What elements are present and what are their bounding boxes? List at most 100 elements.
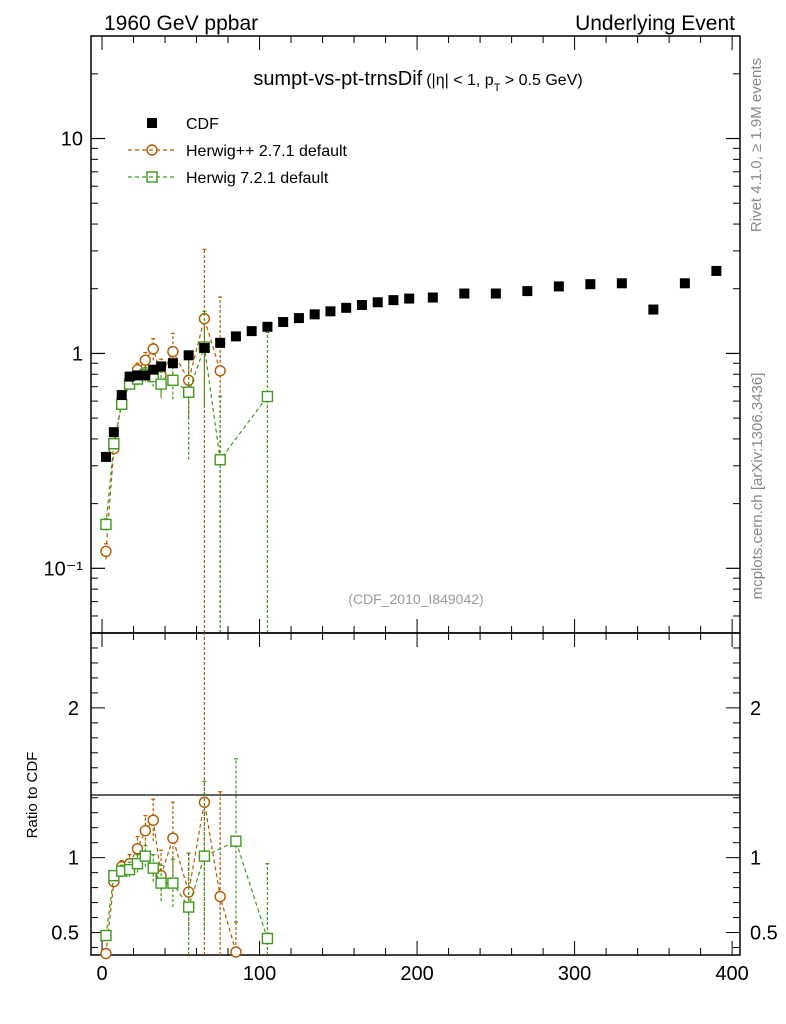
data-point [156, 361, 167, 372]
series-line [105, 316, 221, 552]
data-point [214, 890, 226, 903]
data-point [198, 796, 211, 808]
data-point [183, 350, 194, 361]
data-point [108, 427, 119, 438]
data-point [215, 337, 226, 348]
data-point [585, 279, 596, 290]
y-tick-label: 10 [61, 129, 83, 151]
rivet-version-label: Rivet 4.1.0, ≥ 1.9M events [748, 58, 765, 232]
ratio-plot-marks [100, 633, 274, 960]
header-left: 1960 GeV ppbar [104, 12, 258, 35]
ratio-ylabel: Ratio to CDF [24, 752, 41, 839]
data-point [167, 374, 179, 386]
data-point [116, 390, 127, 401]
data-point [167, 832, 179, 844]
data-point [182, 374, 195, 386]
data-point [100, 545, 112, 557]
data-point [325, 306, 336, 317]
data-point [100, 451, 111, 462]
data-point [148, 364, 159, 375]
legend: CDF Herwig++ 2.7.1 default Herwig 7.2.1 … [128, 116, 348, 187]
ratio-plot-frame [90, 632, 741, 956]
x-tick-label: 200 [400, 963, 433, 985]
legend-herwigpp-marker [146, 144, 158, 156]
data-point [155, 877, 167, 889]
data-point [199, 342, 210, 353]
legend-herwig7-label: Herwig 7.2.1 default [186, 170, 329, 187]
data-point [147, 814, 159, 826]
main-axis-ticks: 10⁻¹ 1 10 [44, 35, 740, 634]
plot-title-sub-1: (|η| < 1, p [426, 72, 494, 89]
data-point [261, 932, 274, 945]
data-point [155, 378, 167, 390]
data-point [132, 370, 143, 381]
data-point [139, 824, 152, 837]
data-point [278, 317, 289, 328]
legend-herwigpp-label: Herwig++ 2.7.1 default [186, 143, 348, 160]
plot-title-sub-t: T [494, 82, 501, 94]
plot-title-sub-2: > 0.5 GeV) [500, 72, 582, 89]
legend-cdf-label: CDF [186, 116, 219, 133]
data-point [131, 857, 144, 870]
data-point [167, 877, 179, 889]
data-point [246, 326, 257, 337]
data-point [139, 850, 152, 862]
data-point [679, 278, 690, 289]
ratio-y-tick-label-right: 2 [750, 698, 761, 720]
data-point [147, 862, 159, 874]
header-right: Underlying Event [575, 12, 735, 35]
data-point [182, 901, 195, 913]
data-point [230, 835, 242, 847]
y-tick-label: 1 [72, 343, 83, 365]
data-point [293, 313, 304, 324]
ratio-y-tick-label-right: 0.5 [750, 923, 778, 945]
data-point [459, 288, 470, 299]
data-point [100, 518, 112, 531]
x-tick-label: 400 [715, 963, 748, 985]
plot-title: sumpt-vs-pt-trnsDif (|η| < 1, pT > 0.5 Ge… [253, 68, 582, 94]
data-point [648, 304, 659, 315]
data-point [404, 293, 415, 304]
data-point [553, 281, 564, 292]
data-point [214, 365, 226, 377]
ratio-y-tick-label: 2 [68, 698, 79, 720]
data-point [108, 438, 120, 450]
data-point [116, 398, 128, 410]
ratio-axis-ticks: 0.5 0.5 1 1 2 2 0 100 200 300 400 [51, 633, 778, 985]
data-point [388, 295, 399, 306]
data-point [167, 345, 179, 358]
data-point [167, 358, 178, 369]
analysis-watermark: (CDF_2010_I849042) [348, 591, 483, 607]
data-point [100, 929, 112, 942]
data-point [123, 863, 136, 876]
data-point [522, 286, 533, 297]
data-point [262, 321, 273, 332]
data-point [198, 850, 211, 862]
data-point [139, 354, 152, 366]
data-point [261, 390, 274, 403]
legend-herwig7-marker [146, 171, 158, 183]
ratio-y-tick-label: 1 [68, 848, 79, 870]
data-point [616, 278, 627, 289]
ratio-y-tick-label: 0.5 [51, 923, 79, 945]
data-point [230, 946, 242, 958]
data-point [147, 343, 159, 355]
plot-title-main: sumpt-vs-pt-trnsDif [253, 68, 422, 90]
data-point [214, 454, 226, 466]
data-point [372, 297, 383, 308]
legend-cdf-marker [147, 118, 157, 128]
data-point [140, 370, 151, 381]
x-tick-label: 0 [96, 963, 107, 985]
main-plot-marks [100, 248, 722, 633]
data-point [230, 331, 241, 342]
data-point [711, 265, 722, 276]
x-tick-label: 100 [243, 963, 276, 985]
data-point [490, 288, 501, 299]
data-point [427, 292, 438, 303]
data-point [356, 300, 367, 311]
data-point [341, 302, 352, 313]
data-point [309, 309, 320, 320]
data-point [100, 947, 112, 960]
data-point [124, 371, 135, 382]
